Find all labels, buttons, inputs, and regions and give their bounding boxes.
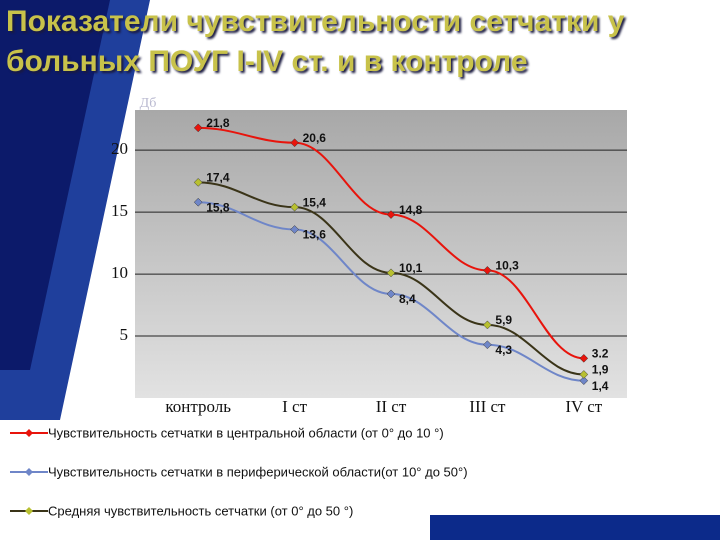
x-tick-label: контроль bbox=[165, 397, 231, 416]
x-tick-label: I ст bbox=[282, 397, 307, 416]
y-tick-label: 20 bbox=[111, 139, 128, 158]
value-label: 15,4 bbox=[303, 195, 327, 209]
decor-bar bbox=[430, 515, 720, 540]
x-tick-label: IV ст bbox=[565, 397, 602, 416]
value-label: 17,4 bbox=[206, 171, 230, 185]
legend-marker bbox=[25, 429, 33, 437]
y-tick-label: 5 bbox=[120, 325, 129, 344]
point-marker bbox=[290, 202, 299, 212]
point-marker bbox=[386, 210, 396, 219]
value-label: 20,6 bbox=[303, 131, 327, 145]
value-label: 3.2 bbox=[592, 347, 609, 361]
legend-label: Чувствительность сетчатки в центральной … bbox=[48, 425, 444, 440]
value-label: 15,8 bbox=[206, 200, 230, 214]
slide-title: Показатели чувствительности сетчатки у б… bbox=[6, 5, 625, 78]
legend-label: Средняя чувствительность сетчатки (от 0°… bbox=[48, 503, 353, 518]
point-marker bbox=[193, 197, 203, 207]
y-axis-label: Дб bbox=[140, 96, 157, 111]
point-marker bbox=[579, 376, 589, 386]
value-label: 1,9 bbox=[592, 363, 609, 377]
value-label: 10,1 bbox=[399, 261, 423, 275]
point-marker bbox=[290, 225, 299, 234]
point-marker bbox=[483, 320, 492, 330]
point-marker bbox=[193, 123, 203, 133]
value-label: 8,4 bbox=[399, 292, 416, 306]
y-tick-label: 10 bbox=[111, 263, 128, 282]
value-label: 10,3 bbox=[495, 259, 519, 273]
decor-stripe bbox=[0, 0, 110, 370]
x-tick-label: II ст bbox=[376, 397, 407, 416]
point-marker bbox=[579, 353, 589, 363]
y-tick-label: 15 bbox=[111, 201, 128, 220]
value-label: 1,4 bbox=[592, 379, 609, 393]
point-marker bbox=[290, 138, 299, 148]
value-label: 13,6 bbox=[303, 228, 327, 242]
point-marker bbox=[483, 340, 492, 350]
value-label: 5,9 bbox=[495, 313, 512, 327]
value-label: 21,8 bbox=[206, 116, 230, 130]
point-marker bbox=[193, 178, 203, 187]
value-label: 4,3 bbox=[495, 343, 512, 357]
point-marker bbox=[579, 370, 589, 379]
point-marker bbox=[386, 268, 396, 278]
x-tick-label: III ст bbox=[469, 397, 506, 416]
plot-area bbox=[135, 110, 627, 398]
point-marker bbox=[386, 289, 396, 299]
point-marker bbox=[483, 266, 492, 275]
legend-label: Чувствительность сетчатки в периферическ… bbox=[48, 464, 468, 479]
value-label: 14,8 bbox=[399, 203, 423, 217]
legend-marker bbox=[25, 507, 33, 515]
legend-marker bbox=[25, 468, 33, 476]
